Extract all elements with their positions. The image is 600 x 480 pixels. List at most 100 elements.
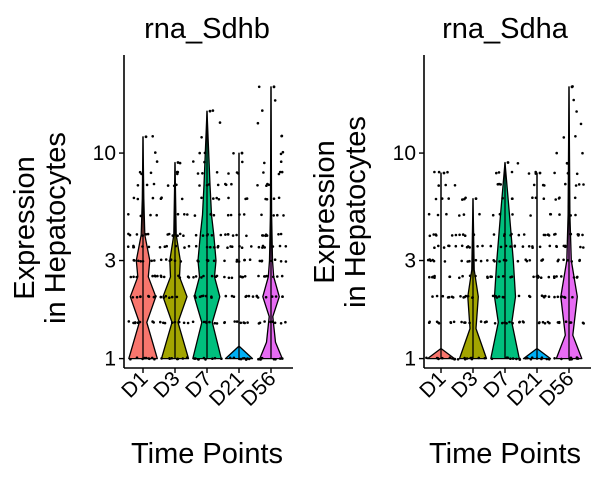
data-point xyxy=(187,244,191,248)
y-tick-label: 1 xyxy=(104,348,116,371)
data-point xyxy=(147,295,151,298)
data-point xyxy=(441,294,445,298)
data-point xyxy=(247,294,251,298)
data-point xyxy=(267,183,271,187)
data-point xyxy=(151,196,155,200)
data-point xyxy=(263,275,266,278)
data-point xyxy=(159,258,163,262)
data-point xyxy=(564,244,567,248)
data-point xyxy=(432,233,436,236)
data-point xyxy=(542,233,546,237)
data-point xyxy=(569,232,573,236)
data-point xyxy=(574,184,578,187)
data-point xyxy=(237,260,241,263)
data-point xyxy=(150,259,153,263)
data-point xyxy=(196,172,200,175)
data-point xyxy=(151,274,154,278)
data-point xyxy=(208,109,212,113)
data-point xyxy=(463,234,467,237)
data-point xyxy=(201,172,204,175)
data-point xyxy=(135,233,139,236)
data-point xyxy=(495,171,498,175)
data-point xyxy=(448,275,452,279)
data-point xyxy=(517,233,521,237)
data-point xyxy=(513,244,517,248)
data-point xyxy=(517,294,521,298)
data-point xyxy=(205,183,209,187)
data-point xyxy=(448,356,452,360)
data-point xyxy=(198,151,201,155)
data-point xyxy=(220,357,223,361)
data-point xyxy=(501,196,504,200)
data-point xyxy=(175,170,179,174)
data-point xyxy=(152,295,156,299)
data-point xyxy=(176,212,180,216)
data-point xyxy=(136,321,140,325)
data-point xyxy=(570,85,574,89)
data-point xyxy=(468,274,472,278)
data-point xyxy=(223,259,226,263)
data-point xyxy=(182,234,185,237)
data-point xyxy=(177,320,181,324)
data-point xyxy=(141,260,145,263)
data-point xyxy=(481,244,484,248)
data-point xyxy=(501,295,505,299)
data-point xyxy=(139,260,142,263)
data-point xyxy=(145,183,149,187)
data-point xyxy=(280,170,284,174)
data-point xyxy=(468,259,471,263)
data-point xyxy=(549,213,553,216)
data-point xyxy=(204,294,208,298)
data-point xyxy=(451,296,455,299)
data-point xyxy=(437,170,441,174)
data-point xyxy=(443,260,447,263)
data-point xyxy=(463,321,466,324)
data-point xyxy=(182,321,186,325)
data-point xyxy=(497,171,501,174)
data-point xyxy=(243,258,246,262)
data-point xyxy=(257,245,261,249)
data-point xyxy=(194,244,198,248)
data-point xyxy=(431,275,434,279)
data-point xyxy=(434,197,438,201)
data-point xyxy=(537,275,540,279)
data-point xyxy=(127,320,131,323)
data-point xyxy=(555,275,558,278)
data-point xyxy=(581,151,584,155)
data-point xyxy=(571,295,574,299)
data-point xyxy=(158,246,162,249)
data-point xyxy=(227,196,230,200)
data-point xyxy=(137,259,140,263)
data-point xyxy=(256,184,259,187)
data-point xyxy=(541,320,545,324)
data-point xyxy=(428,275,431,279)
data-point xyxy=(556,321,560,324)
data-point xyxy=(440,197,444,200)
data-point xyxy=(183,246,186,249)
data-point xyxy=(464,294,468,298)
data-point xyxy=(210,234,214,237)
data-point xyxy=(261,234,264,237)
data-point xyxy=(232,295,236,299)
data-point xyxy=(477,356,481,360)
data-point xyxy=(442,246,446,249)
y-axis-label-line-1: Expression xyxy=(9,156,41,299)
data-point xyxy=(554,198,557,201)
data-point xyxy=(272,275,275,279)
data-point xyxy=(278,244,282,248)
data-point xyxy=(276,213,279,217)
y-tick-label: 10 xyxy=(393,142,416,165)
data-point xyxy=(553,295,556,299)
data-point xyxy=(209,245,212,249)
data-point xyxy=(466,245,470,248)
data-point xyxy=(560,275,563,278)
data-point xyxy=(518,358,522,361)
data-point xyxy=(173,320,177,324)
data-point xyxy=(243,321,246,325)
data-point xyxy=(492,233,496,236)
data-point xyxy=(248,258,252,262)
data-point xyxy=(279,232,283,236)
data-point xyxy=(515,357,518,361)
data-point xyxy=(230,276,234,280)
data-point xyxy=(170,321,174,325)
